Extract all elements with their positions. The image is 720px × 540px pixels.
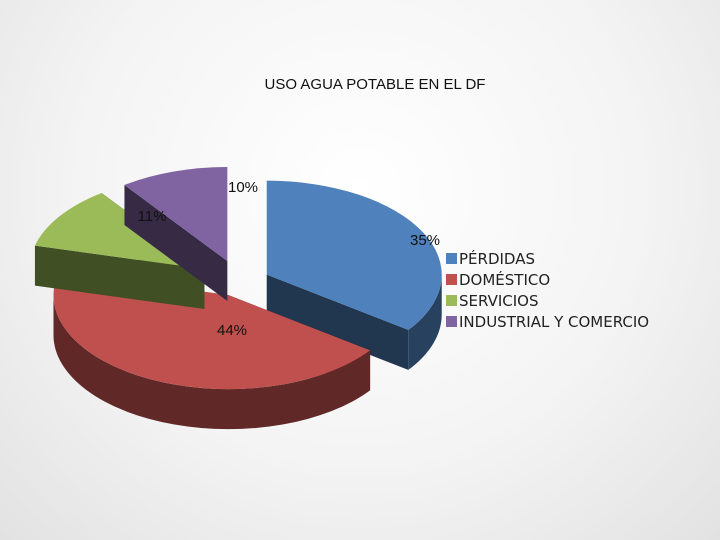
slice-wall <box>124 185 228 302</box>
slice-perdidas <box>266 180 442 370</box>
data-label-domestico: 44% <box>217 322 247 339</box>
legend-swatch <box>446 274 457 285</box>
legend-item-domestico: DOMÉSTICO <box>446 269 649 290</box>
data-label-perdidas: 35% <box>410 232 440 249</box>
slice-side <box>53 295 371 430</box>
legend-item-perdidas: PÉRDIDAS <box>446 248 649 269</box>
legend: PÉRDIDAS DOMÉSTICO SERVICIOS INDUSTRIAL Y C… <box>446 248 649 332</box>
legend-swatch <box>446 253 457 264</box>
legend-label: PÉRDIDAS <box>459 249 535 268</box>
chart-title: USO AGUA POTABLE EN EL DF <box>264 76 486 93</box>
slice-wall <box>34 245 205 310</box>
legend-swatch <box>446 316 457 327</box>
legend-label: SERVICIOS <box>459 291 539 310</box>
slice-wall <box>266 274 409 370</box>
legend-label: INDUSTRIAL Y COMERCIO <box>459 312 650 331</box>
slice-side <box>408 274 442 370</box>
slice-top <box>266 180 442 330</box>
slice-top <box>53 271 371 390</box>
slice-top <box>124 167 228 262</box>
data-label-industrial-y-comercio: 10% <box>228 179 258 196</box>
legend-item-servicios: SERVICIOS <box>446 290 649 311</box>
legend-item-industrial-y-comercio: INDUSTRIAL Y COMERCIO <box>446 311 649 332</box>
slice-industrial-y-comercio <box>124 167 228 302</box>
legend-swatch <box>446 295 457 306</box>
data-label-servicios: 11% <box>138 208 167 225</box>
legend-label: DOMÉSTICO <box>459 270 551 289</box>
